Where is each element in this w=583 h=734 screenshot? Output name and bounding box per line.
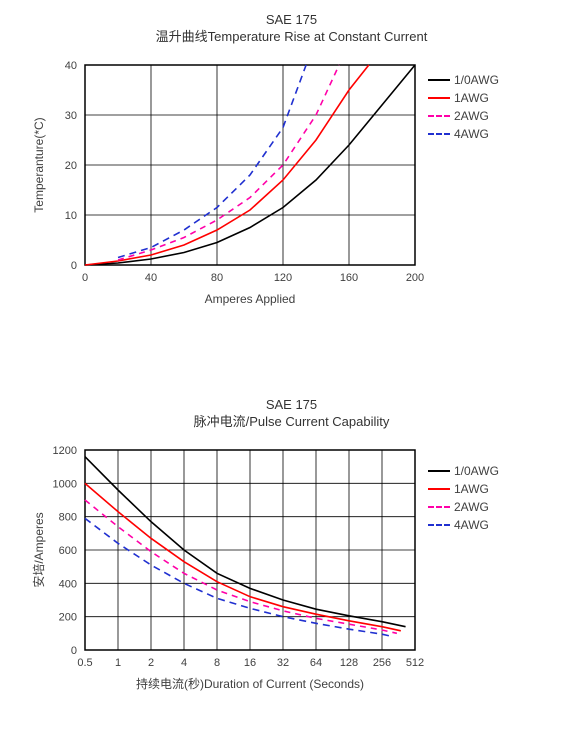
chart1-legend: 1/0AWG 1AWG 2AWG 4AWG <box>428 72 499 144</box>
svg-text:128: 128 <box>340 657 358 669</box>
legend-row: 4AWG <box>428 517 499 533</box>
svg-text:0: 0 <box>71 645 77 657</box>
svg-text:200: 200 <box>406 272 424 284</box>
svg-text:40: 40 <box>65 60 77 72</box>
svg-text:120: 120 <box>274 272 292 284</box>
svg-text:16: 16 <box>244 657 256 669</box>
legend-swatch <box>428 97 450 99</box>
legend-label: 4AWG <box>454 127 489 141</box>
svg-text:200: 200 <box>59 612 77 624</box>
svg-text:持续电流(秒)Duration of Current (Se: 持续电流(秒)Duration of Current (Seconds) <box>136 676 364 691</box>
svg-text:32: 32 <box>277 657 289 669</box>
svg-text:10: 10 <box>65 210 77 222</box>
svg-text:30: 30 <box>65 110 77 122</box>
legend-row: 4AWG <box>428 126 499 142</box>
chart-temp-rise: SAE 175 温升曲线Temperature Rise at Constant… <box>0 10 583 340</box>
legend-swatch <box>428 506 450 508</box>
page-root: SAE 175 温升曲线Temperature Rise at Constant… <box>0 0 583 734</box>
legend-swatch <box>428 115 450 117</box>
svg-text:256: 256 <box>373 657 391 669</box>
svg-text:4: 4 <box>181 657 187 669</box>
legend-swatch <box>428 488 450 490</box>
svg-text:0: 0 <box>71 260 77 272</box>
svg-text:80: 80 <box>211 272 223 284</box>
legend-row: 1/0AWG <box>428 72 499 88</box>
chart-pulse-current: SAE 175 脉冲电流/Pulse Current Capability 0.… <box>0 395 583 725</box>
legend-swatch <box>428 133 450 135</box>
legend-swatch <box>428 470 450 472</box>
legend-row: 2AWG <box>428 108 499 124</box>
svg-text:20: 20 <box>65 160 77 172</box>
legend-row: 1AWG <box>428 90 499 106</box>
chart2-legend: 1/0AWG 1AWG 2AWG 4AWG <box>428 463 499 535</box>
legend-row: 1AWG <box>428 481 499 497</box>
chart2-svg: 0.5 1 2 4 8 16 32 64 128 256 512 0 200 400 600 800 1000 1… <box>0 395 583 725</box>
svg-text:0.5: 0.5 <box>77 657 92 669</box>
svg-text:40: 40 <box>145 272 157 284</box>
legend-row: 2AWG <box>428 499 499 515</box>
svg-text:512: 512 <box>406 657 424 669</box>
svg-text:Amperes Applied: Amperes Applied <box>205 292 296 306</box>
legend-label: 4AWG <box>454 518 489 532</box>
legend-label: 1AWG <box>454 482 489 496</box>
chart1-svg: 0 40 80 120 160 200 0 10 20 30 40 Amperes Applied Te… <box>0 10 583 340</box>
legend-label: 1AWG <box>454 91 489 105</box>
svg-text:600: 600 <box>59 545 77 557</box>
legend-label: 1/0AWG <box>454 73 499 87</box>
svg-text:800: 800 <box>59 512 77 524</box>
svg-text:2: 2 <box>148 657 154 669</box>
svg-text:1200: 1200 <box>53 445 77 457</box>
legend-swatch <box>428 79 450 81</box>
legend-label: 2AWG <box>454 109 489 123</box>
svg-text:1000: 1000 <box>53 478 77 490</box>
legend-label: 2AWG <box>454 500 489 514</box>
svg-text:8: 8 <box>214 657 220 669</box>
legend-label: 1/0AWG <box>454 464 499 478</box>
svg-text:Temperanture(*C): Temperanture(*C) <box>32 117 46 212</box>
svg-text:安培/Amperes: 安培/Amperes <box>31 512 46 587</box>
svg-text:1: 1 <box>115 657 121 669</box>
legend-swatch <box>428 524 450 526</box>
svg-text:160: 160 <box>340 272 358 284</box>
svg-text:400: 400 <box>59 578 77 590</box>
legend-row: 1/0AWG <box>428 463 499 479</box>
svg-text:0: 0 <box>82 272 88 284</box>
svg-text:64: 64 <box>310 657 322 669</box>
